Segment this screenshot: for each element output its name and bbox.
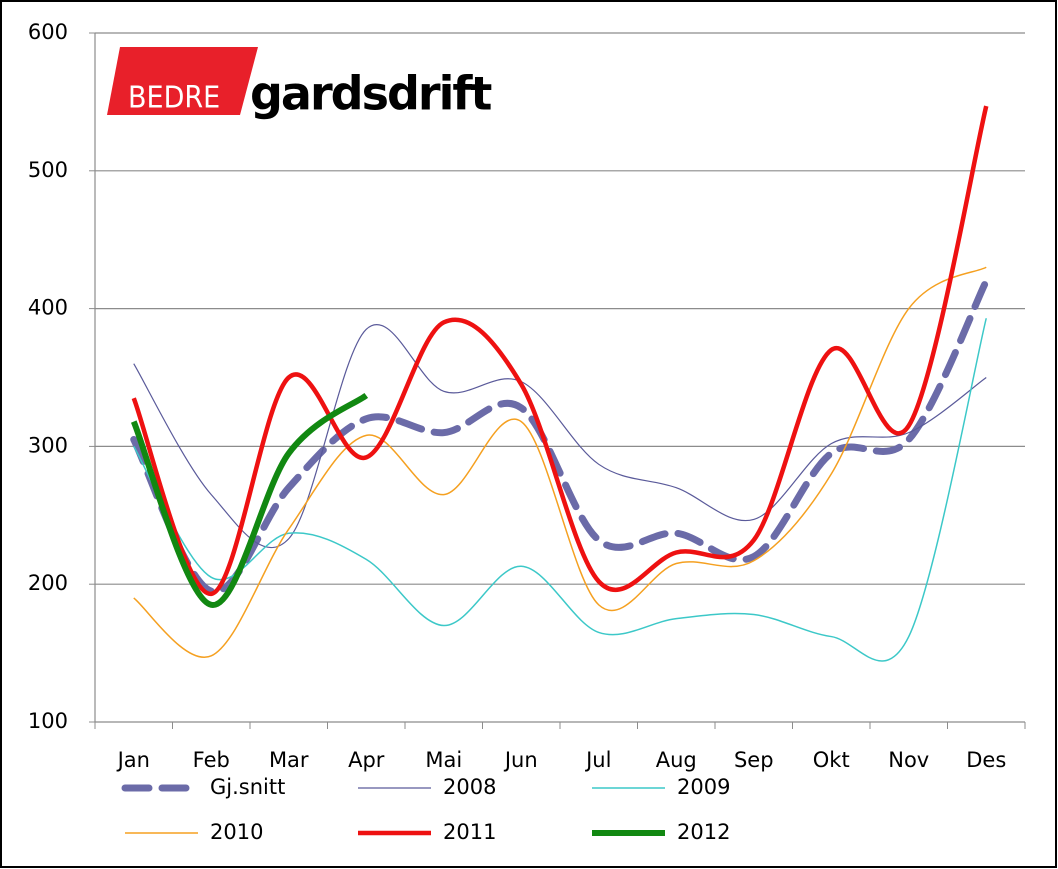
x-tick-label: Des [966, 748, 1006, 772]
x-tick-label: Okt [813, 748, 850, 772]
x-tick-label: Jan [116, 748, 150, 772]
series-line [130, 277, 990, 595]
x-tick-label: Mai [425, 748, 462, 772]
legend-label: 2012 [677, 820, 730, 844]
series-line [133, 318, 987, 662]
logo-text: BEDRE [128, 81, 220, 116]
legend-label: 2011 [443, 820, 496, 844]
y-tick-label: 200 [28, 571, 68, 595]
legend-label: 2008 [443, 775, 496, 799]
series-line [133, 266, 987, 659]
x-tick-label: Nov [888, 748, 929, 772]
legend-label: 2010 [210, 820, 263, 844]
legend-label: 2009 [677, 775, 730, 799]
series-line [130, 392, 369, 608]
x-tick-label: Apr [348, 748, 385, 772]
x-tick-label: Aug [656, 748, 697, 772]
x-tick-label: Feb [193, 748, 230, 772]
legend-label: Gj.snitt [210, 775, 285, 799]
y-tick-label: 500 [28, 158, 68, 182]
x-tick-label: Jun [503, 748, 538, 772]
x-tick-label: Mar [269, 748, 309, 772]
series-line [131, 105, 989, 597]
y-tick-label: 100 [28, 709, 68, 733]
x-tick-label: Jul [584, 748, 611, 772]
logo-shape [107, 47, 258, 115]
y-tick-label: 300 [28, 433, 68, 457]
y-tick-label: 600 [28, 20, 68, 44]
y-tick-label: 400 [28, 296, 68, 320]
x-tick-label: Sep [734, 748, 774, 772]
logo-text: gardsdrift [250, 67, 491, 121]
